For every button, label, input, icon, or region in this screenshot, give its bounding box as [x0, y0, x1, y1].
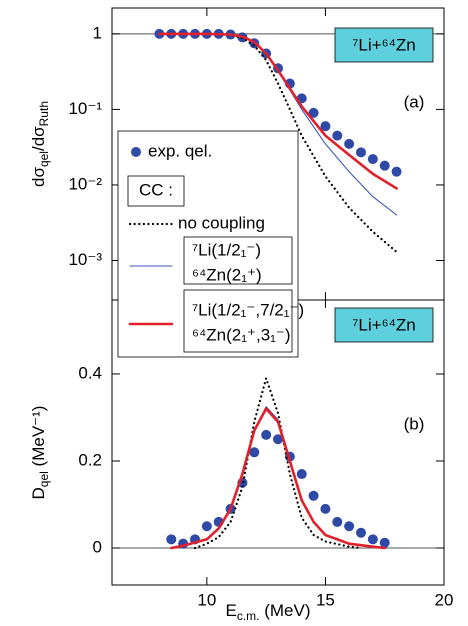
data-point [367, 534, 378, 545]
y-tick-label: 10⁻¹ [68, 99, 102, 118]
legend-heading: CC : [139, 180, 173, 199]
label-part: /dσ [29, 126, 48, 151]
legend-label: exp. qel. [148, 141, 212, 160]
data-point [367, 154, 378, 165]
data-point [261, 429, 272, 440]
data-point [308, 490, 319, 501]
data-point [273, 434, 283, 445]
data-point [296, 469, 307, 480]
label-part: (MeV) [260, 601, 311, 620]
legend-label: ⁷Li(1/2₁⁻,7/2₁⁻) [192, 300, 304, 319]
curve [158, 32, 398, 190]
label-box [334, 27, 434, 63]
label-box-text: ⁷Li+⁶⁴Zn [352, 35, 415, 54]
data-point [320, 121, 331, 132]
y-tick-label: 0.2 [78, 450, 102, 469]
data-point [356, 147, 366, 158]
data-point [379, 537, 390, 548]
legend-label: ⁶⁴Zn(2₁⁺,3₁⁻) [192, 325, 291, 344]
legend-label: ⁷Li(1/2₁⁻) [192, 240, 261, 259]
legend-label: no coupling [178, 213, 265, 232]
label-box-text: ⁷Li+⁶⁴Zn [352, 315, 415, 334]
data-point [379, 160, 390, 171]
label-part: dσ [29, 167, 48, 187]
data-point [344, 138, 355, 149]
y-tick-label: 0.4 [78, 363, 102, 382]
axis-label: Dqel (MeV⁻¹) [29, 406, 51, 500]
label-part: E [225, 601, 236, 620]
y-tick-label: 0 [93, 537, 102, 556]
label-part: (MeV⁻¹) [29, 406, 48, 472]
data-point [166, 534, 177, 545]
legend-marker [131, 147, 141, 157]
label-box [334, 307, 434, 343]
y-tick-label: 1 [93, 23, 102, 42]
axis-label: Ec.m. (MeV) [225, 601, 310, 623]
legend-entry-box [183, 289, 293, 353]
label-part: c.m. [237, 609, 260, 623]
panel-label: (b) [404, 414, 425, 433]
x-tick-label: 10 [197, 590, 216, 609]
legend-entry-box [183, 236, 293, 285]
data-point [344, 521, 355, 532]
data-point [356, 527, 366, 538]
y-tick-label: 10⁻² [68, 174, 102, 193]
data-point [391, 166, 402, 177]
data-point [308, 107, 319, 118]
legend-heading-box [127, 175, 185, 207]
panel-label: (a) [404, 92, 425, 111]
curve [170, 407, 386, 550]
y-tick-label: 10⁻³ [68, 250, 102, 269]
legend-box [117, 130, 299, 358]
data-point [201, 521, 212, 532]
data-point [332, 130, 343, 141]
label-part: qel [37, 471, 51, 487]
data-point [320, 503, 331, 514]
label-part: Ruth [37, 101, 51, 126]
curve [158, 32, 398, 253]
data-point [249, 447, 260, 458]
x-tick-label: 15 [316, 590, 335, 609]
legend-label: ⁶⁴Zn(2₁⁺) [192, 265, 262, 284]
label-part: D [29, 487, 48, 499]
x-tick-label: 20 [435, 590, 454, 609]
curve [193, 377, 363, 550]
data-point [332, 516, 343, 527]
axis-label: dσqel/dσRuth [29, 101, 51, 187]
label-part: qel [37, 151, 51, 167]
